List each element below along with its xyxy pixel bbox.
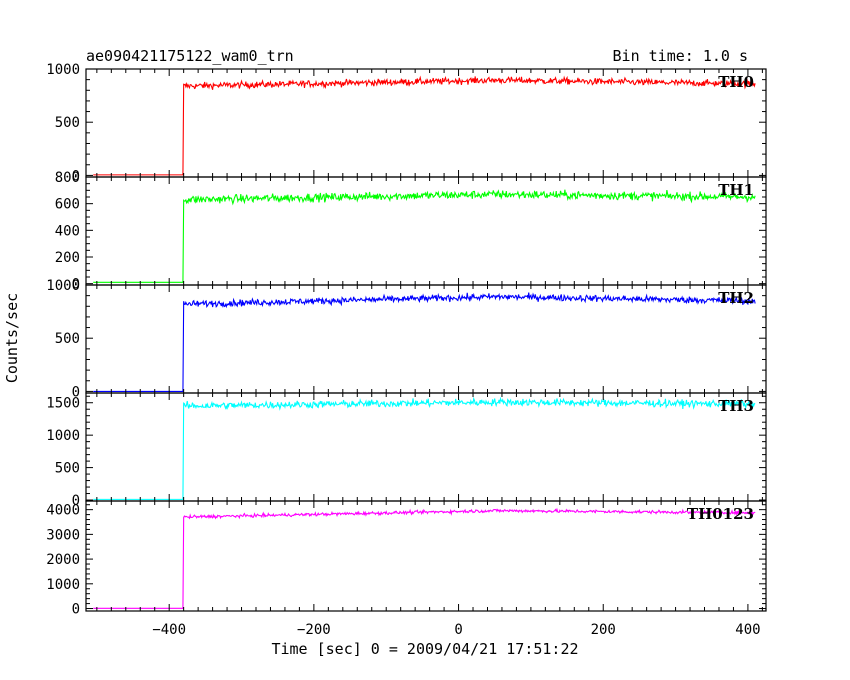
- y-tick-label: 500: [55, 461, 80, 477]
- y-tick-label: 0: [72, 493, 80, 509]
- panel-label-th1: TH1: [718, 181, 754, 199]
- panel-th0: 0 500 1000 TH0: [46, 62, 767, 184]
- y-tick-label: 1000: [46, 577, 80, 593]
- y-tick-label: 400: [55, 223, 80, 239]
- x-tick-label: 200: [591, 622, 616, 638]
- panel-label-th3: TH3: [718, 397, 754, 415]
- y-tick-label: 1000: [46, 278, 80, 294]
- panel-frame: [85, 500, 767, 612]
- y-tick-label: 1000: [46, 62, 80, 78]
- y-tick-label: 4000: [46, 503, 80, 519]
- y-tick-label: 800: [55, 170, 80, 186]
- series-line-th1: [93, 189, 756, 283]
- x-axis-label: Time [sec] 0 = 2009/04/21 17:51:22: [271, 640, 578, 658]
- panel-frame: [85, 176, 767, 286]
- series-line-th0: [93, 75, 756, 176]
- y-tick-label: 600: [55, 197, 80, 213]
- panel-th0123: 0 1000 2000 3000 4000 TH0123: [46, 500, 767, 618]
- y-axis-label: Counts/sec: [3, 293, 21, 383]
- y-tick-label: 2000: [46, 552, 80, 568]
- x-axis: −400 −200 0 200 400: [152, 622, 760, 638]
- panel-th2: 0 500 1000 TH2: [46, 278, 767, 400]
- y-tick-label: 0: [72, 384, 80, 400]
- y-tick-label: 200: [55, 250, 80, 266]
- series-line-th0123: [93, 507, 756, 609]
- series-line-th2: [93, 292, 756, 392]
- panel-th1: 0 200 400 600 800 TH1: [55, 170, 767, 293]
- panel-frame: [85, 392, 767, 502]
- y-tick-label: 0: [72, 168, 80, 184]
- chart-title: ae090421175122_wam0_trn: [86, 47, 294, 65]
- x-tick-label: 0: [454, 622, 462, 638]
- bin-time-label: Bin time: 1.0 s: [613, 47, 748, 65]
- y-tick-label: 1500: [46, 396, 80, 412]
- series-line-th3: [93, 396, 756, 500]
- panel-th3: 0 500 1000 1500 TH3: [46, 392, 767, 509]
- panels-group: 0 500 1000 TH0 0 200 400 600 800 TH1 0 500 1000 TH2 0 5…: [46, 62, 767, 618]
- y-tick-label: 3000: [46, 527, 80, 543]
- panel-label-th0: TH0: [718, 73, 754, 91]
- x-tick-label: −200: [297, 622, 331, 638]
- panel-label-th2: TH2: [718, 289, 754, 307]
- y-tick-label: 1000: [46, 428, 80, 444]
- y-tick-label: 0: [72, 602, 80, 618]
- x-tick-label: 400: [735, 622, 760, 638]
- y-tick-label: 0: [72, 277, 80, 293]
- x-tick-label: −400: [152, 622, 186, 638]
- y-tick-label: 500: [55, 115, 80, 131]
- panel-label-th0123: TH0123: [687, 505, 754, 523]
- y-tick-label: 500: [55, 331, 80, 347]
